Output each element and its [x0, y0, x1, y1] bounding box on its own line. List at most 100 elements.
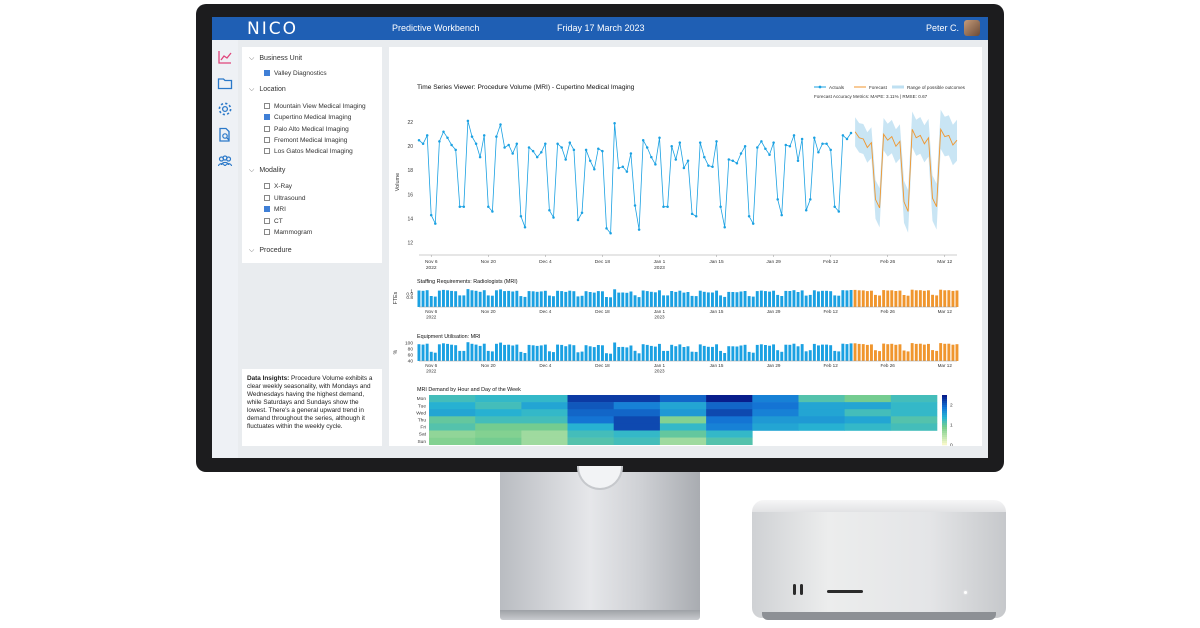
utilisation-bar — [572, 345, 576, 361]
option-valley-diagnostics[interactable]: Valley Diagnostics — [264, 70, 327, 77]
checkbox[interactable] — [264, 183, 270, 189]
filter-section-location[interactable]: ⌵ Location — [249, 86, 286, 94]
staffing-bar — [674, 291, 678, 307]
y-tick-label: 80 — [408, 347, 414, 353]
staffing-bar — [715, 290, 719, 307]
option-mri[interactable]: MRI — [264, 206, 286, 213]
utilisation-bar — [543, 344, 547, 361]
filter-section-modality[interactable]: ⌵ Modality — [249, 167, 285, 175]
folder-icon[interactable] — [217, 75, 233, 91]
staffing-bar — [609, 297, 613, 307]
x-tick-label: Jan 15 — [709, 259, 724, 265]
staffing-bar — [755, 291, 759, 307]
actual-point — [772, 141, 775, 144]
option-cupertino[interactable]: Cupertino Medical Imaging — [264, 114, 351, 121]
utilisation-bar — [857, 343, 861, 361]
heatmap-cell — [429, 437, 476, 445]
utilisation-bar — [841, 343, 845, 361]
option-mountain-view[interactable]: Mountain View Medical Imaging — [264, 103, 366, 110]
utilisation-bar — [503, 344, 507, 361]
y-tick-label: 16 — [407, 192, 413, 198]
staffing-bar — [535, 291, 539, 307]
staffing-bar — [955, 290, 959, 307]
staffing-bar — [678, 290, 682, 307]
checkbox[interactable] — [264, 137, 270, 143]
staffing-bar — [694, 296, 698, 307]
utilisation-bar — [812, 343, 816, 361]
filter-section-business-unit[interactable]: ⌵ Business Unit — [249, 55, 302, 63]
legend-range: Range of possible outcomes — [907, 85, 966, 90]
staffing-bar — [576, 296, 580, 307]
heatmap-cell — [706, 430, 753, 438]
option-label: Palo Alto Medical Imaging — [274, 126, 349, 133]
heatmap-cell — [752, 409, 799, 417]
staffing-bar — [486, 295, 490, 307]
avatar[interactable] — [964, 20, 980, 36]
heatmap-cell — [567, 409, 614, 417]
heatmap-cell — [613, 423, 661, 431]
app-logo[interactable]: NICO — [247, 19, 298, 39]
actual-point — [450, 143, 453, 147]
actual-point — [804, 209, 808, 212]
checkbox[interactable] — [264, 148, 270, 154]
option-xray[interactable]: X-Ray — [264, 183, 292, 190]
checkbox[interactable] — [264, 229, 270, 235]
actual-point — [560, 146, 563, 149]
heatmap-cell — [613, 416, 661, 424]
checkbox[interactable] — [264, 70, 270, 76]
staffing-bar — [727, 291, 731, 307]
option-ultrasound[interactable]: Ultrasound — [264, 195, 305, 202]
utilisation-bar — [825, 344, 829, 361]
staffing-bar — [764, 291, 767, 307]
utilisation-bar — [747, 351, 751, 361]
users-group-icon[interactable] — [217, 153, 233, 169]
option-fremont[interactable]: Fremont Medical Imaging — [264, 137, 347, 144]
x-tick-label: Jan 1 — [654, 259, 666, 265]
checkbox[interactable] — [264, 218, 270, 224]
colorbar-segment — [942, 429, 947, 432]
chart-title: Equipment Utilisation: MRI — [417, 334, 481, 340]
checkbox[interactable] — [264, 126, 270, 132]
option-palo-alto[interactable]: Palo Alto Medical Imaging — [264, 126, 349, 133]
document-search-icon[interactable] — [217, 127, 233, 143]
utilisation-bar — [853, 343, 857, 361]
y-tick-label: 100 — [405, 341, 413, 347]
checkbox[interactable] — [264, 195, 270, 201]
staffing-bar — [935, 295, 939, 307]
y-tick-label: 40 — [408, 359, 414, 365]
utilisation-bar — [935, 350, 939, 361]
heatmap-cell — [521, 423, 568, 431]
y-tick-label: 22 — [407, 120, 413, 126]
heatmap-cell — [706, 395, 753, 403]
actual-point — [751, 222, 755, 225]
actual-point — [629, 152, 633, 155]
x-tick-label: Mar 12 — [937, 259, 952, 265]
x-tick-year-label: 2023 — [654, 265, 665, 271]
x-tick-label: Feb 12 — [823, 363, 838, 368]
checkbox[interactable] — [264, 114, 270, 120]
staffing-bar — [625, 292, 629, 307]
heatmap-row-label: Fri — [420, 425, 426, 431]
staffing-bar — [890, 290, 894, 307]
staffing-bar — [906, 295, 910, 307]
utilisation-bar — [686, 346, 690, 361]
utilisation-bar — [906, 351, 910, 361]
option-ct[interactable]: CT — [264, 218, 283, 225]
staffing-bar — [527, 291, 531, 307]
utilisation-bar — [784, 344, 788, 361]
actual-point — [690, 212, 694, 216]
utilisation-bar — [637, 353, 641, 361]
trend-chart-icon[interactable] — [217, 49, 233, 65]
checkbox[interactable] — [264, 206, 270, 212]
checkbox[interactable] — [264, 103, 270, 109]
filter-section-procedure[interactable]: ⌵ Procedure — [249, 247, 292, 255]
heatmap-cell — [890, 402, 938, 410]
option-mammogram[interactable]: Mammogram — [264, 229, 312, 236]
gear-icon[interactable] — [217, 101, 233, 117]
user-name[interactable]: Peter C. — [926, 23, 960, 33]
actual-point — [568, 141, 572, 144]
staffing-bar — [951, 290, 955, 307]
app-title: Predictive Workbench — [392, 23, 480, 33]
option-los-gatos[interactable]: Los Gatos Medical Imaging — [264, 148, 353, 155]
actual-point — [662, 205, 665, 208]
